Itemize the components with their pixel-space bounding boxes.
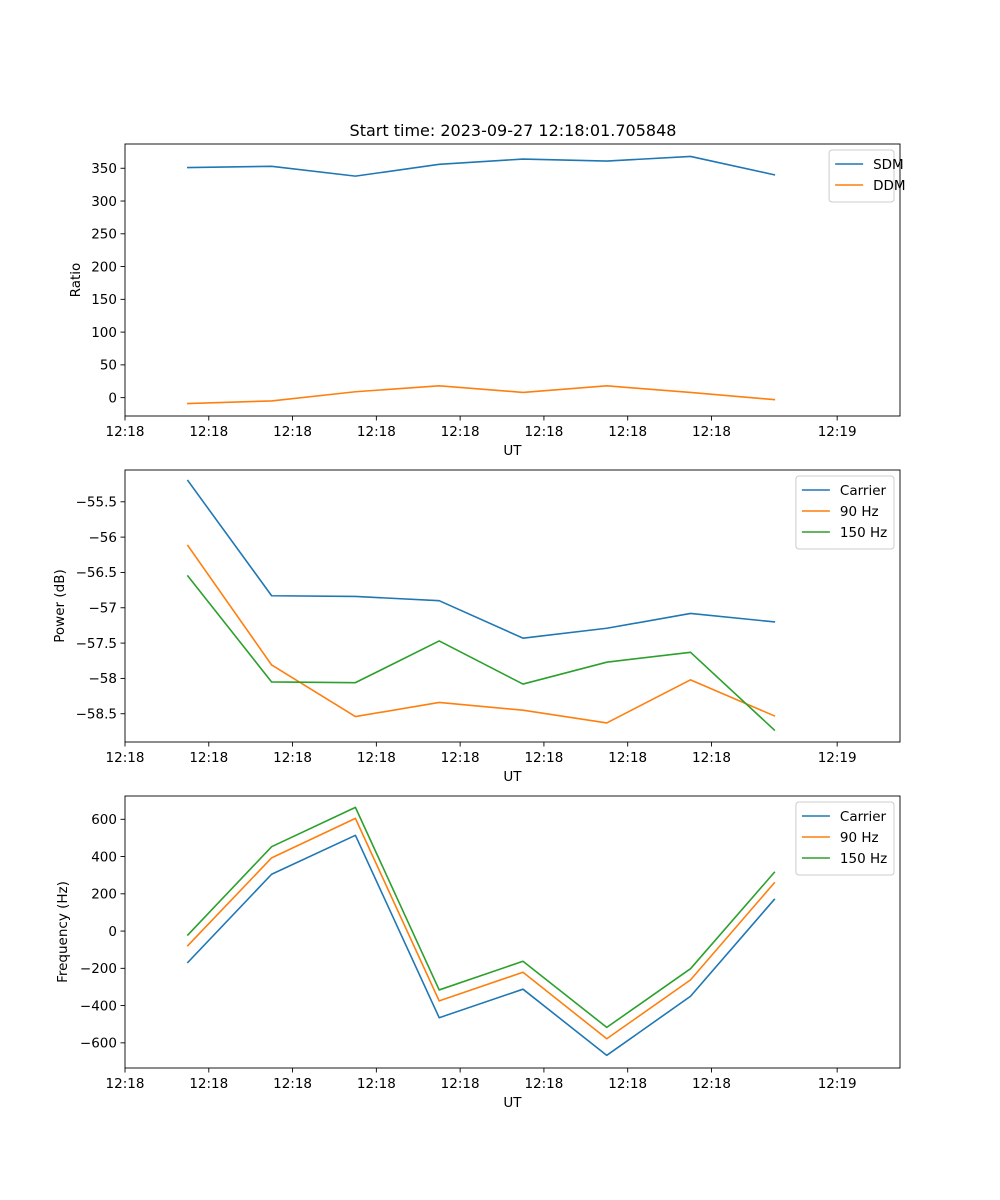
ratio-x-axis-label: UT [503, 443, 522, 459]
frequency-y-tick-label: −400 [80, 998, 117, 1014]
power-x-axis-label: UT [503, 769, 522, 785]
frequency-y-axis-label: Frequency (Hz) [55, 881, 71, 983]
power-x-tick-label: 12:18 [608, 750, 647, 766]
frequency-x-tick-label: 12:19 [818, 1076, 857, 1092]
power-x-tick-label: 12:18 [106, 750, 145, 766]
ratio-y-tick-label: 0 [108, 390, 117, 406]
ratio-y-tick-label: 300 [91, 194, 117, 210]
ratio-y-tick-label: 150 [91, 292, 117, 308]
power-y-tick-label: −58.5 [76, 707, 117, 723]
ratio-series-line-sdm [187, 155, 776, 177]
frequency-series-line-90-hz [186, 817, 776, 1040]
frequency-y-tick-label: 0 [108, 924, 117, 940]
frequency-series-line-150-hz [186, 806, 776, 1029]
ratio-x-tick-label: 12:18 [692, 424, 731, 440]
ratio-legend-box [828, 149, 895, 203]
power-x-tick-label: 12:18 [357, 750, 396, 766]
frequency-x-tick-label: 12:18 [106, 1076, 145, 1092]
frequency-y-tick-label: 400 [91, 849, 117, 865]
ratio-y-tick-label: 50 [100, 358, 117, 374]
ratio-x-tick-label: 12:18 [524, 424, 563, 440]
frequency-panel: 12:18 12:18 12:18 12:18 12:18 12:18 12:18 12:18… [55, 795, 901, 1111]
power-y-tick-label: −56 [89, 530, 118, 546]
power-y-axis-label: Power (dB) [52, 569, 68, 642]
power-y-tick-label: −58 [89, 671, 118, 687]
frequency-legend-box [795, 801, 895, 876]
frequency-legend: Carrier 90 Hz 150 Hz [795, 801, 895, 876]
frequency-axes-frame [124, 795, 901, 1069]
frequency-x-tick-label: 12:18 [692, 1076, 731, 1092]
ratio-y-tick-label: 250 [91, 227, 117, 243]
power-series-line-150-hz [186, 574, 776, 732]
frequency-y-tick-label: −200 [80, 961, 117, 977]
power-y-tick-label: −57 [89, 601, 118, 617]
frequency-x-tick-label: 12:18 [273, 1076, 312, 1092]
frequency-x-tick-label: 12:18 [189, 1076, 228, 1092]
ratio-legend-label: DDM [873, 178, 905, 194]
power-y-tick-label: −57.5 [76, 636, 117, 652]
ratio-x-tick-label: 12:18 [189, 424, 228, 440]
frequency-y-tick-label: −600 [80, 1036, 117, 1052]
power-x-tick-label: 12:18 [692, 750, 731, 766]
frequency-x-tick-label: 12:18 [524, 1076, 563, 1092]
ratio-x-tick-label: 12:18 [357, 424, 396, 440]
frequency-legend-label: 150 Hz [840, 851, 887, 867]
frequency-x-tick-label: 12:18 [441, 1076, 480, 1092]
ratio-legend: SDM DDM [828, 149, 906, 203]
ratio-axes-frame [124, 143, 901, 417]
power-x-tick-label: 12:19 [818, 750, 857, 766]
frequency-legend-label: 90 Hz [840, 830, 879, 846]
power-legend-label: Carrier [840, 483, 887, 499]
ratio-x-tick-label: 12:18 [273, 424, 312, 440]
power-legend-box [795, 475, 895, 550]
frequency-x-tick-label: 12:18 [608, 1076, 647, 1092]
ratio-series-line-ddm [187, 385, 776, 405]
frequency-series-line-carrier [186, 834, 776, 1057]
ratio-y-axis-label: Ratio [68, 263, 84, 298]
frequency-x-axis-label: UT [503, 1095, 522, 1111]
ratio-y-tick-label: 100 [91, 325, 117, 341]
power-panel: 12:18 12:18 12:18 12:18 12:18 12:18 12:18 12:18… [52, 469, 901, 785]
power-x-tick-label: 12:18 [189, 750, 228, 766]
ratio-x-tick-label: 12:18 [608, 424, 647, 440]
power-legend-label: 150 Hz [840, 525, 887, 541]
power-series-line-carrier [186, 479, 776, 639]
power-y-tick-label: −55.5 [76, 495, 117, 511]
ratio-y-tick-label: 350 [91, 161, 117, 177]
ratio-panel: 12:18 12:18 12:18 12:18 12:18 12:18 12:18 12:18… [68, 143, 906, 459]
frequency-y-tick-label: 200 [91, 887, 117, 903]
frequency-legend-label: Carrier [840, 809, 887, 825]
power-x-tick-label: 12:18 [441, 750, 480, 766]
power-x-tick-label: 12:18 [524, 750, 563, 766]
frequency-x-tick-label: 12:18 [357, 1076, 396, 1092]
power-legend: Carrier 90 Hz 150 Hz [795, 475, 895, 550]
power-series-line-90-hz [186, 544, 776, 724]
ratio-x-tick-label: 12:18 [106, 424, 145, 440]
chart-title: Start time: 2023-09-27 12:18:01.705848 [350, 121, 677, 140]
ratio-y-tick-label: 200 [91, 259, 117, 275]
power-x-tick-label: 12:18 [273, 750, 312, 766]
power-legend-label: 90 Hz [840, 504, 879, 520]
power-y-tick-label: −56.5 [76, 565, 117, 581]
ratio-x-tick-label: 12:19 [818, 424, 857, 440]
frequency-y-tick-label: 600 [91, 812, 117, 828]
power-axes-frame [124, 469, 901, 743]
ratio-legend-label: SDM [873, 157, 904, 173]
ratio-x-tick-label: 12:18 [441, 424, 480, 440]
